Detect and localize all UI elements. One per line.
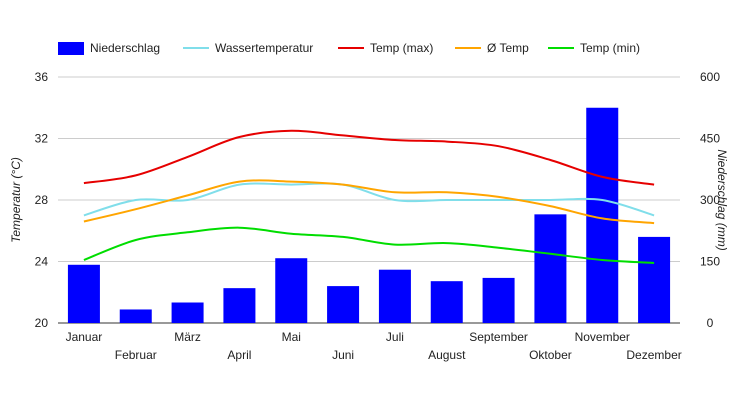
- y-left-tick-label: 36: [35, 70, 49, 84]
- temperature-lines: [83, 129, 655, 264]
- legend-item: Niederschlag: [58, 41, 160, 55]
- precipitation-bar: [119, 309, 152, 323]
- y-right-tick-label: 450: [700, 132, 720, 146]
- precipitation-bar: [327, 286, 360, 323]
- precipitation-bars: [67, 107, 671, 323]
- legend-item: Temp (max): [338, 41, 433, 55]
- x-tick-label: Juni: [332, 348, 354, 362]
- axis-tick-labels: 20 24 28 32 36 0 150 300 450 600 Januar Februar März…: [35, 70, 721, 362]
- x-tick-label: März: [174, 330, 201, 344]
- x-tick-label: September: [469, 330, 528, 344]
- y-axis-left-title: Temperatur (°C): [9, 157, 23, 243]
- x-tick-label: Dezember: [626, 348, 681, 362]
- precipitation-bar: [430, 281, 463, 323]
- x-tick-label: Juli: [386, 330, 404, 344]
- y-left-tick-label: 28: [35, 193, 49, 207]
- y-left-tick-label: 20: [35, 316, 49, 330]
- legend-swatch: [58, 42, 84, 55]
- legend: Niederschlag Wassertemperatur Temp (max) Ø …: [58, 41, 640, 55]
- x-tick-label: August: [428, 348, 466, 362]
- precipitation-bar: [638, 236, 671, 323]
- y-right-tick-label: 600: [700, 70, 720, 84]
- temp-avg-line: [83, 179, 655, 225]
- water-temp-line: [83, 182, 655, 217]
- legend-label: Niederschlag: [90, 41, 160, 55]
- legend-label: Wassertemperatur: [215, 41, 313, 55]
- y-right-tick-label: 150: [700, 255, 720, 269]
- x-tick-label: Oktober: [529, 348, 572, 362]
- y-left-tick-label: 32: [35, 132, 49, 146]
- precipitation-bar: [223, 288, 256, 323]
- legend-item: Ø Temp: [455, 41, 529, 55]
- x-tick-label: Januar: [66, 330, 103, 344]
- y-axis-right-title: Niederschlag (mm): [715, 149, 729, 250]
- legend-item: Wassertemperatur: [183, 41, 313, 55]
- precipitation-bar: [171, 302, 204, 323]
- legend-item: Temp (min): [548, 41, 640, 55]
- y-left-tick-label: 24: [35, 255, 49, 269]
- precipitation-bar: [534, 214, 567, 323]
- legend-label: Temp (max): [370, 41, 433, 55]
- legend-label: Ø Temp: [487, 41, 529, 55]
- precipitation-bar: [67, 264, 100, 323]
- precipitation-bar: [275, 258, 308, 323]
- x-tick-label: November: [575, 330, 630, 344]
- precipitation-bar: [482, 277, 515, 323]
- x-tick-label: Mai: [282, 330, 301, 344]
- legend-label: Temp (min): [580, 41, 640, 55]
- x-tick-label: Februar: [115, 348, 157, 362]
- temp-min-line: [83, 226, 655, 264]
- temp-max-line: [83, 129, 655, 186]
- x-tick-label: April: [227, 348, 251, 362]
- y-right-tick-label: 300: [700, 193, 720, 207]
- y-right-tick-label: 0: [707, 316, 714, 330]
- precipitation-bar: [378, 269, 411, 323]
